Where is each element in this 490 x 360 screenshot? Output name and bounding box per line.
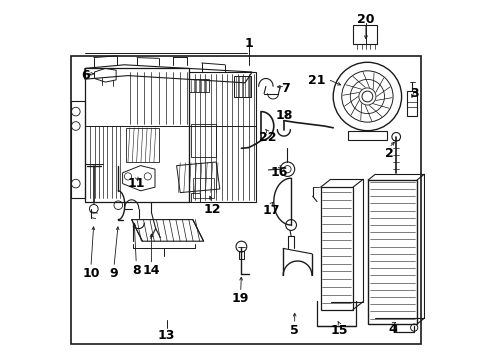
Bar — [191, 193, 200, 202]
Text: 18: 18 — [276, 109, 294, 122]
Text: 21: 21 — [308, 75, 326, 87]
Text: 8: 8 — [132, 264, 141, 277]
Text: 17: 17 — [262, 204, 280, 217]
Text: 9: 9 — [110, 267, 118, 280]
Bar — [193, 178, 215, 198]
Bar — [72, 56, 421, 344]
Bar — [353, 25, 377, 44]
Text: 7: 7 — [281, 82, 290, 95]
Bar — [368, 180, 417, 324]
Text: 15: 15 — [331, 324, 348, 337]
Text: 3: 3 — [411, 87, 419, 100]
Bar — [320, 187, 353, 310]
Text: 5: 5 — [290, 324, 299, 337]
Bar — [347, 131, 387, 140]
Bar — [239, 251, 245, 259]
Text: 13: 13 — [158, 329, 175, 342]
Text: 4: 4 — [388, 323, 397, 336]
Text: 20: 20 — [357, 13, 375, 26]
Text: 10: 10 — [82, 267, 99, 280]
Bar — [234, 76, 251, 97]
Text: 6: 6 — [81, 69, 90, 82]
Text: 14: 14 — [143, 264, 160, 277]
Bar — [191, 124, 216, 157]
Bar — [126, 128, 159, 162]
Text: 16: 16 — [271, 166, 288, 179]
Text: 12: 12 — [203, 203, 220, 216]
Bar — [189, 79, 209, 92]
Text: 2: 2 — [385, 147, 393, 159]
Text: 1: 1 — [244, 37, 253, 50]
Text: 19: 19 — [232, 292, 249, 305]
Text: 22: 22 — [259, 131, 276, 144]
Text: 11: 11 — [127, 177, 145, 190]
